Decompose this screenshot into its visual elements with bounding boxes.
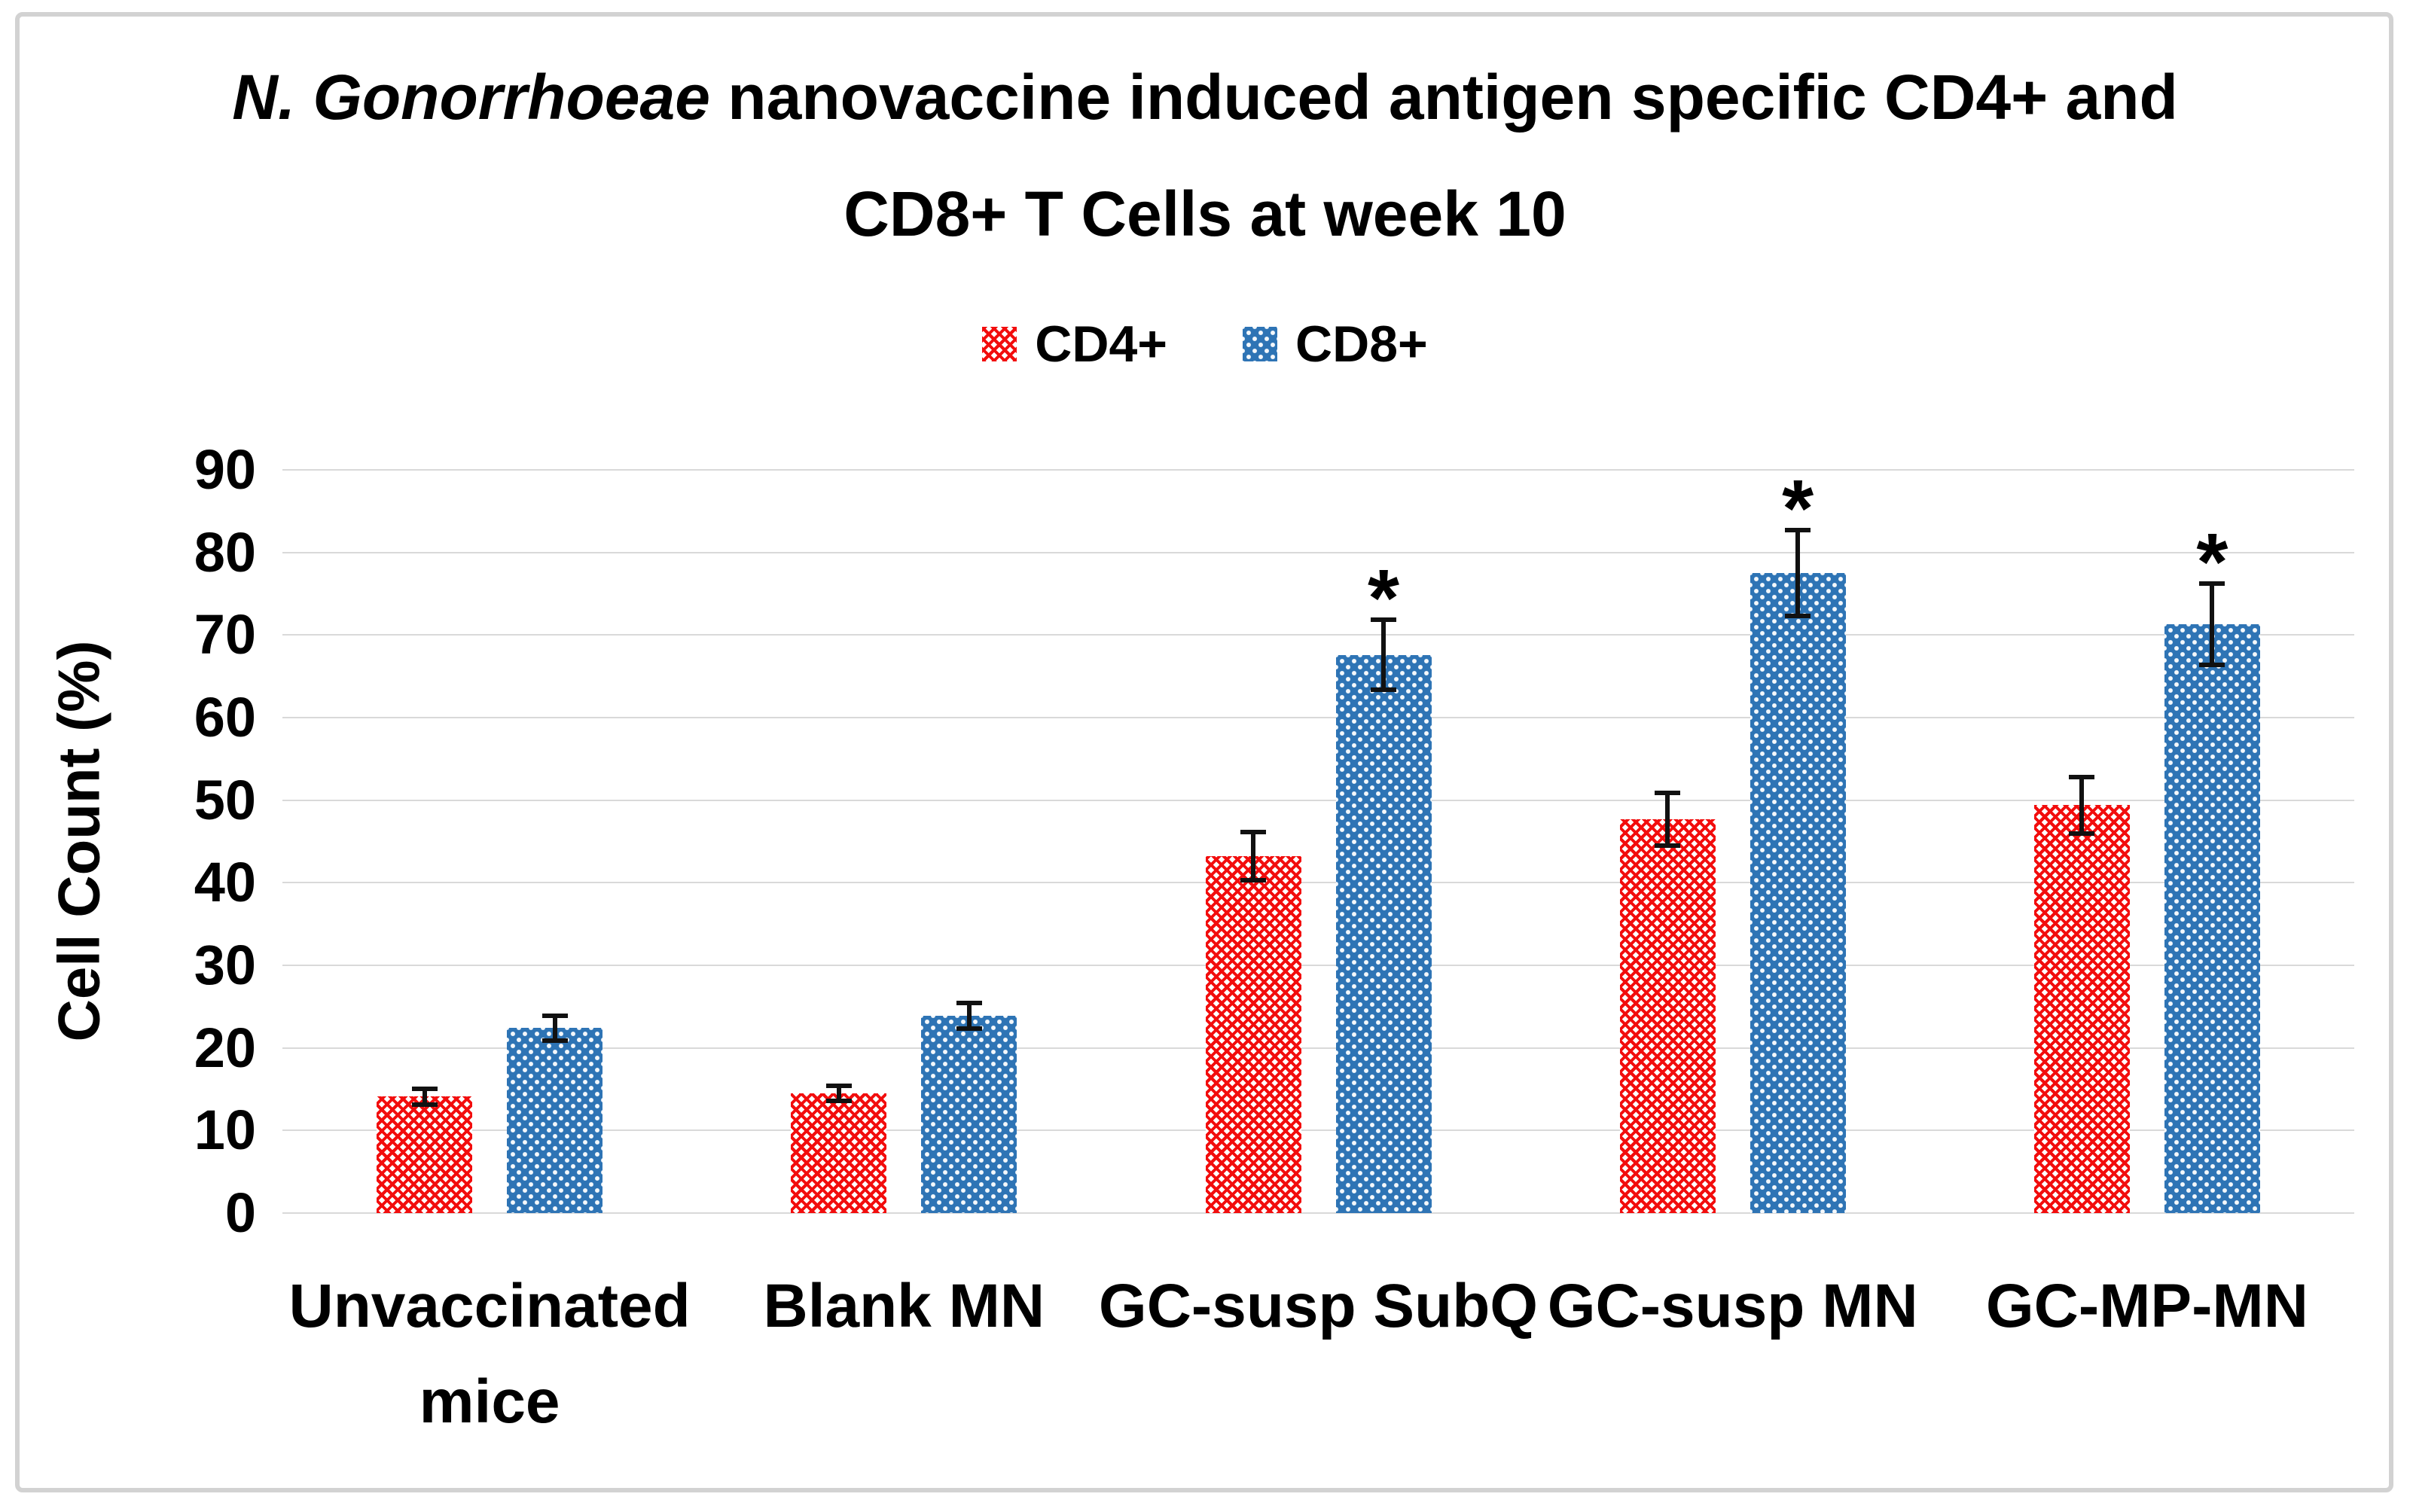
error-bar-cd4-2 — [825, 1083, 852, 1104]
bar-cd4-3 — [1205, 856, 1301, 1213]
y-tick-label-60: 60 — [194, 686, 256, 748]
error-bar-line — [966, 1001, 972, 1031]
y-tick-label-50: 50 — [194, 768, 256, 831]
bar-cd8-4 — [1750, 573, 1846, 1213]
error-bar-cap-top — [2069, 774, 2095, 779]
title-species-name-italic: N. Gonorrhoeae — [232, 62, 710, 133]
error-bar-cap-bottom — [1655, 843, 1681, 849]
gridline-10 — [282, 1129, 2354, 1132]
x-axis-label-line: mice — [419, 1367, 560, 1437]
legend: CD4+ CD8+ — [0, 315, 2410, 373]
x-axis-label-line: GC-MP-MN — [1985, 1272, 2308, 1340]
error-bar-cap-top — [1785, 527, 1811, 532]
error-bar-cap-top — [1655, 790, 1681, 795]
error-bar-cap-bottom — [956, 1026, 982, 1031]
x-axis-label-line: GC-susp SubQ — [1098, 1272, 1539, 1340]
error-bar-cap-top — [1371, 617, 1396, 623]
y-tick-label-0: 0 — [224, 1181, 256, 1244]
bar-cd8-2 — [921, 1015, 1017, 1213]
error-bar-cd8-1 — [541, 1013, 568, 1044]
error-bar-line — [1665, 790, 1670, 849]
gridline-20 — [282, 1047, 2354, 1049]
error-bar-cap-bottom — [1240, 878, 1266, 883]
error-bar-line — [2079, 774, 2085, 836]
legend-label-cd4: CD4+ — [1035, 316, 1167, 373]
legend-label-cd8: CD8+ — [1295, 316, 1428, 373]
significance-asterisk-cd8-5: * — [2196, 516, 2228, 608]
chart-title: N. Gonorrhoeae nanovaccine induced antig… — [0, 39, 2410, 273]
error-bar-cd4-5 — [2069, 774, 2095, 836]
error-bar-line — [1795, 527, 1801, 619]
gridline-30 — [282, 965, 2354, 966]
error-bar-cap-top — [825, 1083, 852, 1088]
error-bar-cd8-2 — [956, 1001, 982, 1031]
plot-area: 0 10 20 30 40 50 60 70 80 90 Unvaccinated mice Blank… — [194, 442, 2354, 1436]
error-bar-line — [2210, 581, 2215, 668]
error-bar-line — [1251, 830, 1255, 883]
chart-frame — [15, 12, 2393, 1492]
bar-cd4-5 — [2033, 805, 2130, 1213]
legend-item-cd4: CD4+ — [982, 315, 1167, 373]
error-bar-cd4-1 — [411, 1087, 438, 1107]
error-bar-cap-top — [2199, 581, 2225, 587]
error-bar-line — [1381, 617, 1386, 692]
error-bar-cap-bottom — [1371, 687, 1396, 692]
gridline-40 — [282, 882, 2354, 884]
error-bar-cap-bottom — [541, 1038, 568, 1044]
y-tick-label-30: 30 — [194, 934, 256, 996]
error-bar-cap-bottom — [825, 1099, 852, 1104]
title-line-2: CD8+ T Cells at week 10 — [844, 178, 1566, 250]
y-tick-label-70: 70 — [194, 603, 256, 666]
bar-cd4-2 — [791, 1093, 887, 1213]
error-bar-cd8-5 — [2199, 581, 2225, 668]
error-bar-line — [422, 1087, 427, 1107]
title-line-1: N. Gonorrhoeae nanovaccine induced antig… — [0, 39, 2410, 156]
x-axis-label-line: GC-susp MN — [1547, 1272, 1918, 1340]
error-bar-cap-bottom — [2199, 663, 2225, 668]
bar-cd8-3 — [1335, 654, 1432, 1213]
y-tick-label-10: 10 — [194, 1099, 256, 1162]
gridline-0 — [282, 1212, 2354, 1214]
x-axis-label-1: Unvaccinated mice — [288, 1258, 690, 1450]
x-axis-label-3: GC-susp SubQ — [1099, 1258, 1538, 1354]
x-axis-label-line: Unvaccinated — [288, 1272, 691, 1340]
error-bar-cap-bottom — [2069, 831, 2095, 836]
error-bar-cap-bottom — [411, 1102, 438, 1107]
error-bar-cap-bottom — [1785, 614, 1811, 619]
title-line-1-rest: nanovaccine induced antigen specific CD4… — [709, 62, 2178, 133]
gridline-80 — [282, 551, 2354, 553]
error-bar-cd4-3 — [1240, 830, 1266, 883]
bar-cd8-1 — [507, 1028, 603, 1213]
significance-asterisk-cd8-3: * — [1367, 552, 1400, 644]
error-bar-cap-top — [411, 1087, 438, 1092]
y-tick-label-40: 40 — [194, 851, 256, 914]
x-axis-label-line: Blank MN — [763, 1272, 1045, 1340]
error-bar-cd4-4 — [1655, 790, 1681, 849]
y-tick-label-80: 80 — [194, 520, 256, 584]
x-axis-label-4: GC-susp MN — [1548, 1258, 1918, 1354]
error-bar-cd8-4 — [1785, 527, 1811, 619]
bar-cd4-4 — [1619, 818, 1716, 1213]
x-axis-label-2: Blank MN — [763, 1258, 1045, 1354]
gridline-70 — [282, 634, 2354, 636]
significance-asterisk-cd8-4: * — [1782, 462, 1814, 553]
y-tick-label-90: 90 — [194, 438, 256, 501]
error-bar-cd8-3 — [1371, 617, 1396, 692]
legend-item-cd8: CD8+ — [1243, 315, 1428, 373]
cd4-pattern-swatch-icon — [982, 327, 1017, 361]
error-bar-cap-top — [956, 1001, 982, 1006]
error-bar-line — [836, 1083, 841, 1104]
x-axis-label-5: GC-MP-MN — [1986, 1258, 2308, 1354]
bar-cd8-5 — [2164, 624, 2260, 1213]
cd8-pattern-swatch-icon — [1243, 327, 1277, 361]
gridline-90 — [282, 469, 2354, 471]
bar-cd4-1 — [377, 1096, 473, 1213]
error-bar-cap-top — [541, 1013, 568, 1018]
error-bar-line — [552, 1013, 557, 1044]
gridline-50 — [282, 799, 2354, 801]
error-bar-cap-top — [1240, 830, 1266, 835]
gridline-60 — [282, 717, 2354, 718]
y-tick-label-20: 20 — [194, 1016, 256, 1079]
